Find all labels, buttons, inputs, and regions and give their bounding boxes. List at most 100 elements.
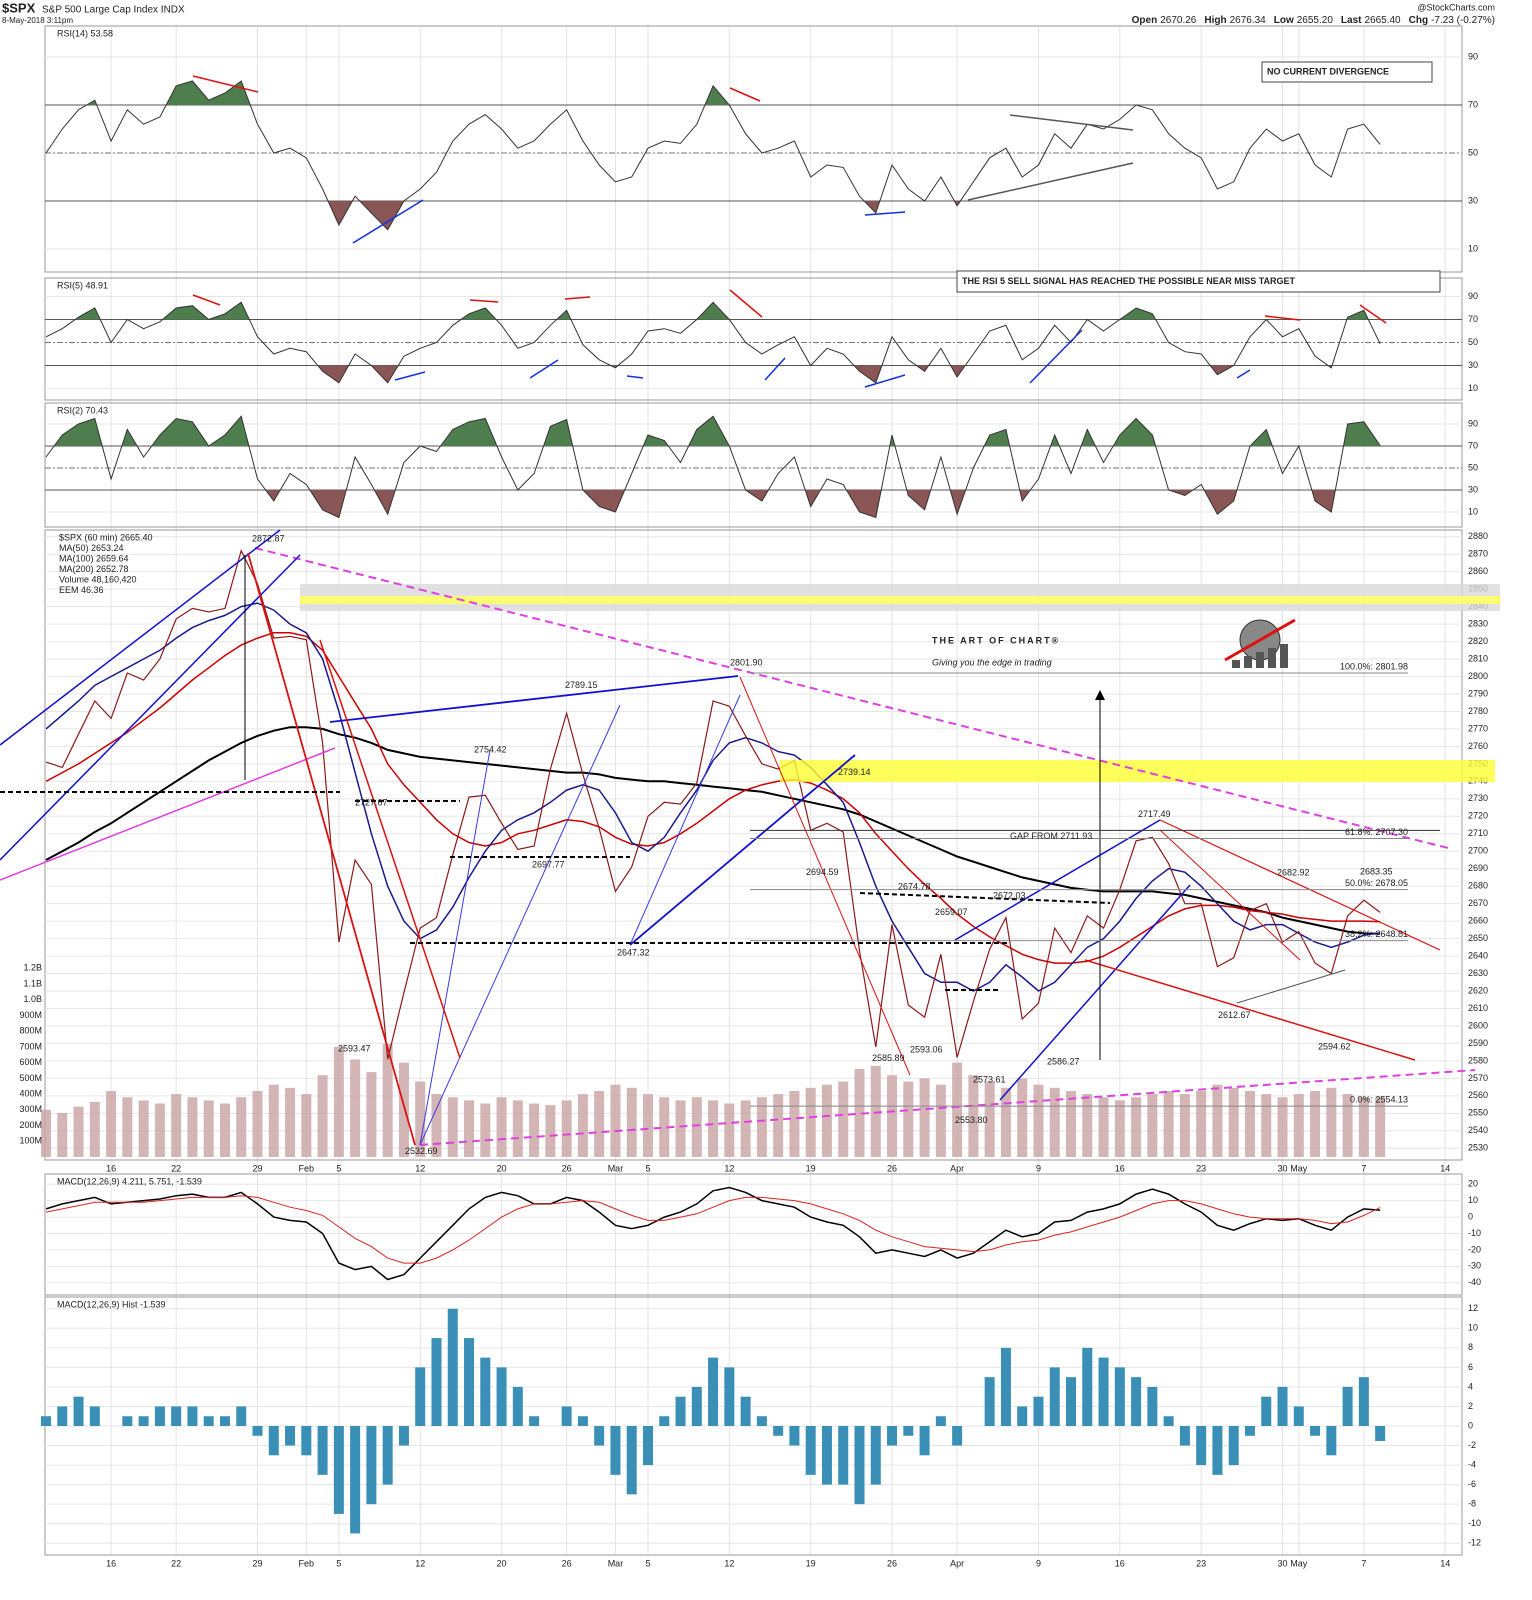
volume-bar bbox=[935, 1084, 946, 1157]
y-tick-label: 12 bbox=[1468, 1303, 1478, 1313]
y-tick-label: 2650 bbox=[1468, 933, 1488, 943]
volume-bar bbox=[268, 1084, 279, 1157]
x-tick-label: 20 bbox=[497, 1558, 507, 1568]
trendline bbox=[1236, 969, 1346, 1004]
panel-label: RSI(2) 70.43 bbox=[57, 405, 108, 415]
histogram-bar bbox=[1244, 1426, 1255, 1436]
trendline bbox=[1159, 819, 1441, 951]
histogram-bar bbox=[1196, 1426, 1207, 1466]
histogram-bar bbox=[447, 1308, 458, 1426]
volume-bar bbox=[659, 1097, 670, 1157]
histogram-bar bbox=[415, 1367, 426, 1426]
histogram-bar bbox=[57, 1406, 68, 1426]
trendline bbox=[0, 554, 301, 861]
price-label: 2801.90 bbox=[730, 658, 763, 668]
histogram-bar bbox=[1082, 1347, 1093, 1426]
x-tick-label: Mar bbox=[608, 1163, 624, 1173]
y-tick-label: -2 bbox=[1468, 1440, 1476, 1450]
quote-label: Chg bbox=[1409, 15, 1428, 26]
y-tick-label: 2690 bbox=[1468, 863, 1488, 873]
x-tick-label: 16 bbox=[106, 1558, 116, 1568]
y-tick-label: 2760 bbox=[1468, 741, 1488, 751]
divergence-line bbox=[729, 87, 761, 102]
volume-bar bbox=[122, 1097, 133, 1157]
volume-bar bbox=[919, 1078, 930, 1157]
series-line bbox=[45, 415, 1381, 519]
y-tick-label: 50 bbox=[1468, 337, 1478, 347]
volume-bar bbox=[1131, 1097, 1142, 1157]
index-name: S&P 500 Large Cap Index INDX bbox=[42, 5, 185, 16]
panel-frame bbox=[44, 277, 1463, 401]
histogram-bar bbox=[154, 1406, 165, 1426]
volume-bar bbox=[219, 1103, 230, 1157]
histogram-bar bbox=[236, 1406, 247, 1426]
histogram-bar bbox=[1017, 1406, 1028, 1426]
logo-bar bbox=[1232, 660, 1240, 668]
y-tick-label: -40 bbox=[1468, 1277, 1481, 1287]
y2-tick-label: 300M bbox=[19, 1104, 42, 1114]
divergence-line bbox=[729, 289, 763, 318]
y-tick-label: 4 bbox=[1468, 1381, 1473, 1391]
volume-bar bbox=[1244, 1090, 1255, 1157]
histogram-bar bbox=[691, 1386, 702, 1426]
volume-bar bbox=[89, 1101, 100, 1157]
volume-bar bbox=[333, 1046, 344, 1157]
histogram-bar bbox=[285, 1426, 296, 1446]
histogram-bar bbox=[1098, 1357, 1109, 1426]
histogram-bar bbox=[1228, 1426, 1239, 1466]
timestamp: 8-May-2018 3:11pm bbox=[2, 16, 73, 25]
y-tick-label: 6 bbox=[1468, 1362, 1473, 1372]
histogram-bar bbox=[496, 1367, 507, 1426]
histogram-bar bbox=[887, 1426, 898, 1446]
histogram-bar bbox=[984, 1377, 995, 1426]
histogram-bar bbox=[854, 1426, 865, 1505]
y-tick-label: 10 bbox=[1468, 243, 1478, 253]
volume-bar bbox=[887, 1075, 898, 1157]
quote-value: -7.23 (-0.27%) bbox=[1431, 15, 1495, 26]
histogram-bar bbox=[480, 1357, 491, 1426]
histogram-bar bbox=[203, 1416, 214, 1426]
panel-label: MACD(12,26,9) 4.211, 5.751, -1.539 bbox=[57, 1176, 202, 1186]
histogram-bar bbox=[512, 1386, 523, 1426]
histogram-bar bbox=[821, 1426, 832, 1485]
x-tick-label: 23 bbox=[1196, 1163, 1206, 1173]
volume-bar bbox=[724, 1103, 735, 1157]
volume-bar bbox=[285, 1087, 296, 1157]
volume-bar bbox=[545, 1105, 556, 1157]
volume-bar bbox=[740, 1100, 751, 1157]
y-tick-label: 30 bbox=[1468, 484, 1478, 494]
trendline bbox=[0, 529, 281, 746]
volume-bar bbox=[1261, 1094, 1272, 1157]
y-tick-label: 2800 bbox=[1468, 671, 1488, 681]
volume-bar bbox=[1196, 1090, 1207, 1157]
price-label: 2694.59 bbox=[806, 867, 839, 877]
price-label: 2573.61 bbox=[973, 1074, 1006, 1084]
y-tick-label: 2600 bbox=[1468, 1020, 1488, 1030]
histogram-bar bbox=[1358, 1377, 1369, 1426]
y-tick-label: -10 bbox=[1468, 1228, 1481, 1238]
volume-bar bbox=[821, 1084, 832, 1157]
y2-tick-label: 100M bbox=[19, 1136, 42, 1146]
x-tick-label: 9 bbox=[1036, 1163, 1041, 1173]
volume-bar bbox=[1163, 1090, 1174, 1157]
x-tick-label: 12 bbox=[415, 1163, 425, 1173]
y-tick-label: 2870 bbox=[1468, 549, 1488, 559]
y-tick-label: 2530 bbox=[1468, 1143, 1488, 1153]
x-tick-label: 20 bbox=[497, 1163, 507, 1173]
note-text: NO CURRENT DIVERGENCE bbox=[1267, 66, 1389, 76]
volume-bar bbox=[236, 1097, 247, 1157]
overbought-fill bbox=[46, 302, 1381, 320]
trendline bbox=[739, 676, 911, 1076]
volume-bar bbox=[984, 1081, 995, 1157]
volume-bar bbox=[577, 1094, 588, 1157]
x-tick-label: 26 bbox=[887, 1558, 897, 1568]
fib-label: 100.0%: 2801.98 bbox=[1340, 661, 1408, 671]
price-label: 2593.06 bbox=[910, 1044, 943, 1054]
series-line bbox=[45, 549, 1381, 1060]
histogram-bar bbox=[659, 1416, 670, 1426]
volume-bar bbox=[1017, 1078, 1028, 1157]
y2-tick-label: 400M bbox=[19, 1088, 42, 1098]
y-tick-label: 2570 bbox=[1468, 1073, 1488, 1083]
x-tick-label: 5 bbox=[336, 1558, 341, 1568]
trendline bbox=[954, 819, 1161, 941]
